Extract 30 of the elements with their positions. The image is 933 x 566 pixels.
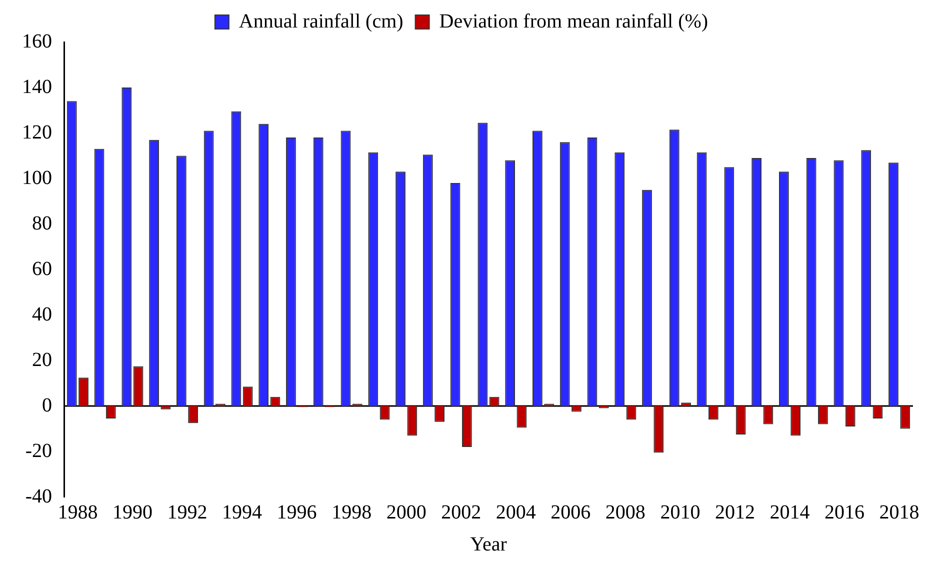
x-tick-label: 2000 [386, 501, 426, 524]
y-tick-label: 20 [32, 348, 52, 371]
x-tick-label: 1990 [112, 501, 152, 524]
x-tick-label: 2004 [496, 501, 536, 524]
y-tick-label: 140 [22, 76, 52, 98]
x-tick-label: 2002 [441, 501, 482, 524]
y-tick-label: 80 [32, 212, 52, 234]
y-tick-label: 120 [22, 121, 52, 144]
x-tick-label: 2006 [550, 501, 591, 524]
x-tick-label: 2010 [660, 501, 700, 524]
y-tick-label: 0 [42, 394, 52, 416]
x-tick-label: 2016 [824, 501, 865, 524]
y-tick-label: -40 [25, 485, 52, 508]
x-tick-label: 2018 [879, 501, 920, 524]
y-tick-label: 40 [32, 303, 52, 326]
x-tick-label: 1988 [58, 501, 98, 524]
x-tick-label: 1998 [332, 501, 372, 524]
x-tick-label: 2014 [770, 501, 810, 524]
y-tick-label: 60 [32, 258, 52, 280]
x-tick-label: 1996 [276, 501, 317, 524]
x-tick-label: 1994 [222, 501, 262, 524]
legend-label: Annual rainfall (cm) [238, 10, 404, 32]
x-tick-label: 2008 [605, 501, 646, 524]
legend-label: Deviation from mean rainfall (%) [439, 10, 708, 32]
x-tick-label: 2012 [714, 501, 755, 524]
x-axis-title: Year [470, 533, 508, 556]
y-tick-label: -20 [25, 440, 52, 462]
x-tick-label: 1992 [167, 501, 208, 524]
y-tick-label: 100 [22, 166, 52, 189]
y-tick-label: 160 [22, 30, 52, 52]
